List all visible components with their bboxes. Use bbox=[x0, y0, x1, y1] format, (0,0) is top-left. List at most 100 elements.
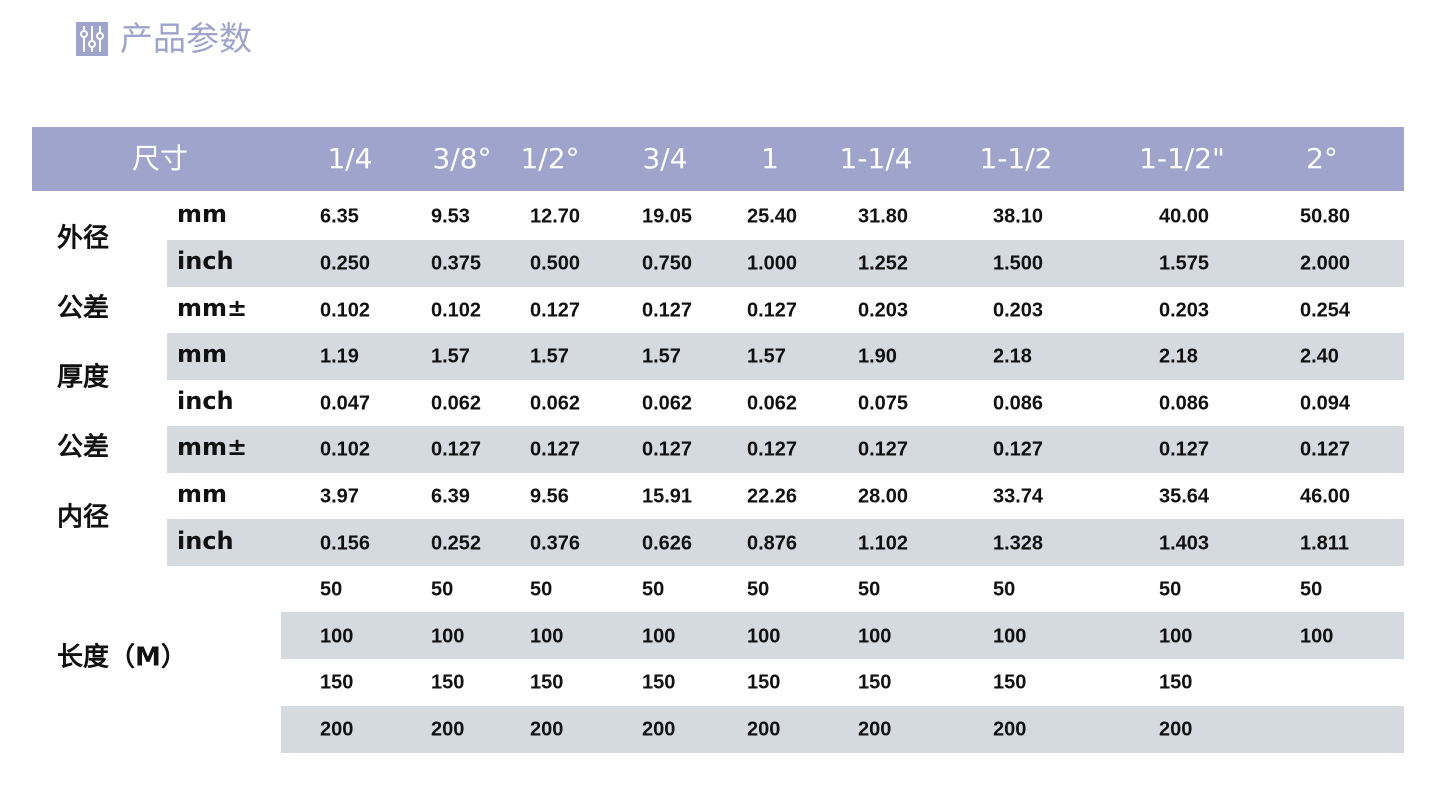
row-band bbox=[281, 705, 1404, 753]
column-header: 1-1/2 bbox=[979, 142, 1053, 175]
cell-value: 200 bbox=[530, 718, 564, 741]
cell-value: 0.750 bbox=[642, 252, 693, 275]
unit-label: mm± bbox=[177, 293, 248, 322]
unit-label: inch bbox=[177, 246, 234, 275]
cell-value: 0.127 bbox=[530, 299, 581, 321]
cell-value: 19.05 bbox=[642, 205, 693, 228]
cell-value: 50 bbox=[858, 578, 881, 601]
cell-value: 100 bbox=[431, 625, 465, 648]
cell-value: 9.56 bbox=[530, 485, 569, 508]
cell-value: 25.40 bbox=[747, 205, 798, 228]
cell-value: 1.403 bbox=[1159, 532, 1210, 554]
cell-value: 0.127 bbox=[747, 299, 798, 321]
cell-value: 38.10 bbox=[993, 205, 1044, 228]
cell-value: 100 bbox=[858, 625, 892, 648]
cell-value: 1.000 bbox=[747, 252, 798, 275]
cell-value: 150 bbox=[320, 671, 354, 694]
cell-value: 150 bbox=[993, 671, 1027, 694]
cell-value: 200 bbox=[993, 718, 1027, 741]
unit-label: mm± bbox=[177, 433, 248, 462]
cell-value: 0.127 bbox=[530, 438, 581, 461]
page-title: 产品参数 bbox=[120, 19, 252, 58]
cell-value: 50 bbox=[747, 578, 770, 601]
cell-value: 0.086 bbox=[1159, 392, 1210, 415]
cell-value: 0.203 bbox=[1159, 299, 1210, 321]
cell-value: 0.127 bbox=[1159, 438, 1210, 461]
cell-value: 100 bbox=[642, 625, 676, 648]
cell-value: 2.18 bbox=[1159, 345, 1198, 368]
row-band bbox=[281, 612, 1404, 660]
cell-value: 150 bbox=[1159, 671, 1193, 694]
title-icon bbox=[76, 22, 108, 56]
cell-value: 50 bbox=[530, 578, 553, 601]
cell-value: 0.127 bbox=[1300, 438, 1351, 461]
cell-value: 12.70 bbox=[530, 205, 581, 228]
cell-value: 0.127 bbox=[858, 438, 909, 461]
cell-value: 0.127 bbox=[431, 438, 482, 461]
cell-value: 50 bbox=[1159, 578, 1182, 601]
column-header: 1/2° bbox=[520, 142, 580, 175]
cell-value: 1.252 bbox=[858, 252, 909, 275]
cell-value: 0.127 bbox=[642, 299, 693, 321]
cell-value: 150 bbox=[858, 671, 892, 694]
cell-value: 0.500 bbox=[530, 252, 581, 275]
cell-value: 0.626 bbox=[642, 532, 693, 554]
cell-value: 2.40 bbox=[1300, 345, 1339, 368]
cell-value: 0.102 bbox=[431, 299, 482, 321]
cell-value: 50 bbox=[1300, 578, 1323, 601]
cell-value: 150 bbox=[530, 671, 564, 694]
cell-value: 3.97 bbox=[320, 485, 359, 508]
cell-value: 0.102 bbox=[320, 438, 371, 461]
cell-value: 50 bbox=[993, 578, 1016, 601]
header-band bbox=[32, 127, 1404, 191]
cell-value: 2.000 bbox=[1300, 252, 1351, 275]
cell-value: 0.062 bbox=[642, 392, 693, 415]
cell-value: 50 bbox=[642, 578, 665, 601]
cell-value: 1.500 bbox=[993, 252, 1044, 275]
cell-value: 200 bbox=[431, 718, 465, 741]
column-header: 1-1/4 bbox=[839, 142, 913, 175]
row-band bbox=[167, 332, 1404, 380]
cell-value: 28.00 bbox=[858, 485, 909, 508]
cell-value: 0.203 bbox=[858, 299, 909, 321]
cell-value: 0.047 bbox=[320, 392, 371, 415]
cell-value: 100 bbox=[320, 625, 354, 648]
cell-value: 31.80 bbox=[858, 205, 909, 228]
cell-value: 200 bbox=[858, 718, 892, 741]
cell-value: 0.375 bbox=[431, 252, 482, 275]
cell-value: 1.328 bbox=[993, 532, 1044, 554]
row-band bbox=[167, 239, 1404, 287]
cell-value: 200 bbox=[320, 718, 354, 741]
cell-value: 0.203 bbox=[993, 299, 1044, 321]
cell-value: 1.57 bbox=[431, 345, 470, 368]
cell-value: 6.35 bbox=[320, 205, 359, 228]
cell-value: 1.57 bbox=[747, 345, 786, 368]
cell-value: 2.18 bbox=[993, 345, 1032, 368]
cell-value: 0.127 bbox=[642, 438, 693, 461]
cell-value: 200 bbox=[1159, 718, 1193, 741]
cell-value: 100 bbox=[1159, 625, 1193, 648]
group-label: 内径 bbox=[57, 502, 110, 533]
cell-value: 0.062 bbox=[431, 392, 482, 415]
corner-label: 尺寸 bbox=[131, 142, 189, 175]
column-header: 3/4 bbox=[642, 142, 688, 175]
cell-value: 0.876 bbox=[747, 532, 798, 554]
column-header: 2° bbox=[1306, 142, 1338, 175]
cell-value: 150 bbox=[747, 671, 781, 694]
cell-value: 1.19 bbox=[320, 345, 359, 368]
cell-value: 1.57 bbox=[530, 345, 569, 368]
cell-value: 0.094 bbox=[1300, 392, 1351, 415]
cell-value: 0.102 bbox=[320, 299, 371, 321]
cell-value: 22.26 bbox=[747, 485, 798, 508]
unit-label: inch bbox=[177, 386, 234, 415]
group-label: 外径 bbox=[57, 223, 110, 254]
column-header: 1-1/2" bbox=[1139, 142, 1225, 175]
cell-value: 0.252 bbox=[431, 532, 482, 554]
cell-value: 50 bbox=[320, 578, 343, 601]
row-band bbox=[167, 519, 1404, 567]
cell-value: 200 bbox=[747, 718, 781, 741]
cell-value: 100 bbox=[747, 625, 781, 648]
cell-value: 0.062 bbox=[530, 392, 581, 415]
unit-label: mm bbox=[177, 340, 228, 369]
cell-value: 100 bbox=[993, 625, 1027, 648]
